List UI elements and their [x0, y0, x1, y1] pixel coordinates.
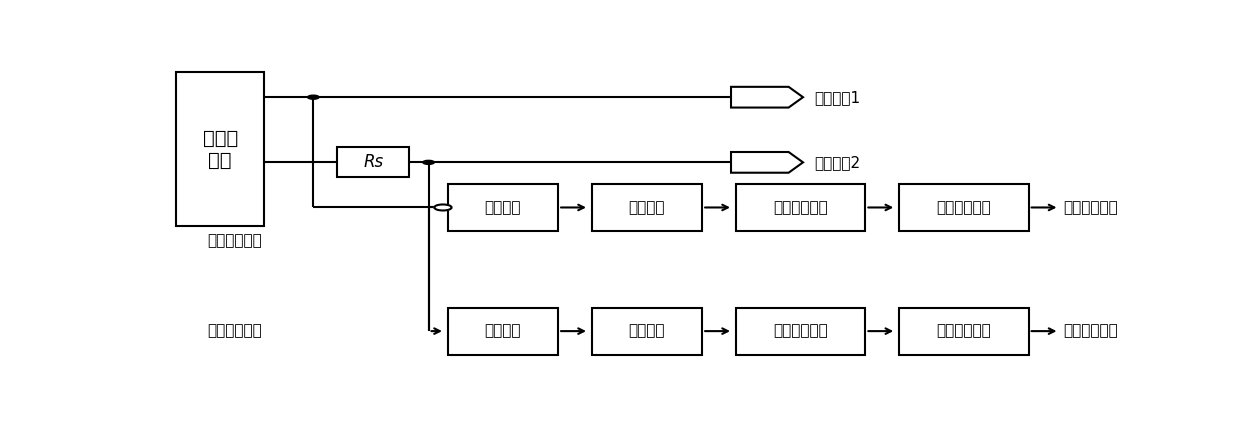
Text: 电压数据输出: 电压数据输出: [1063, 200, 1118, 215]
Text: 信号衰减: 信号衰减: [484, 324, 522, 339]
Text: 信号隔离转换: 信号隔离转换: [937, 200, 991, 215]
FancyBboxPatch shape: [900, 308, 1028, 355]
Text: 电流数据输出: 电流数据输出: [1063, 324, 1118, 339]
Text: 治疗电极1: 治疗电极1: [814, 90, 861, 105]
Circle shape: [435, 204, 451, 210]
Polygon shape: [731, 152, 803, 173]
Text: 电压采集通道: 电压采集通道: [208, 233, 263, 248]
Text: 治疗电极2: 治疗电极2: [814, 155, 861, 170]
Text: 峰值保持: 峰值保持: [628, 324, 665, 339]
FancyBboxPatch shape: [900, 184, 1028, 231]
Text: 信号再次衰减: 信号再次衰减: [773, 200, 828, 215]
Polygon shape: [731, 87, 803, 108]
Text: 信号衰减: 信号衰减: [484, 200, 522, 215]
FancyBboxPatch shape: [736, 308, 866, 355]
Circle shape: [422, 160, 435, 164]
FancyBboxPatch shape: [447, 308, 558, 355]
Text: 电流采集通道: 电流采集通道: [208, 324, 263, 339]
FancyBboxPatch shape: [176, 72, 264, 226]
FancyBboxPatch shape: [736, 184, 866, 231]
FancyBboxPatch shape: [337, 147, 409, 178]
Text: 脉冲发
生器: 脉冲发 生器: [202, 128, 238, 170]
FancyBboxPatch shape: [592, 184, 703, 231]
FancyBboxPatch shape: [447, 184, 558, 231]
Circle shape: [307, 95, 320, 99]
Text: 信号再次衰减: 信号再次衰减: [773, 324, 828, 339]
Text: Rs: Rs: [363, 153, 383, 171]
Text: 信号隔离转换: 信号隔离转换: [937, 324, 991, 339]
FancyBboxPatch shape: [592, 308, 703, 355]
Text: 峰值保持: 峰值保持: [628, 200, 665, 215]
